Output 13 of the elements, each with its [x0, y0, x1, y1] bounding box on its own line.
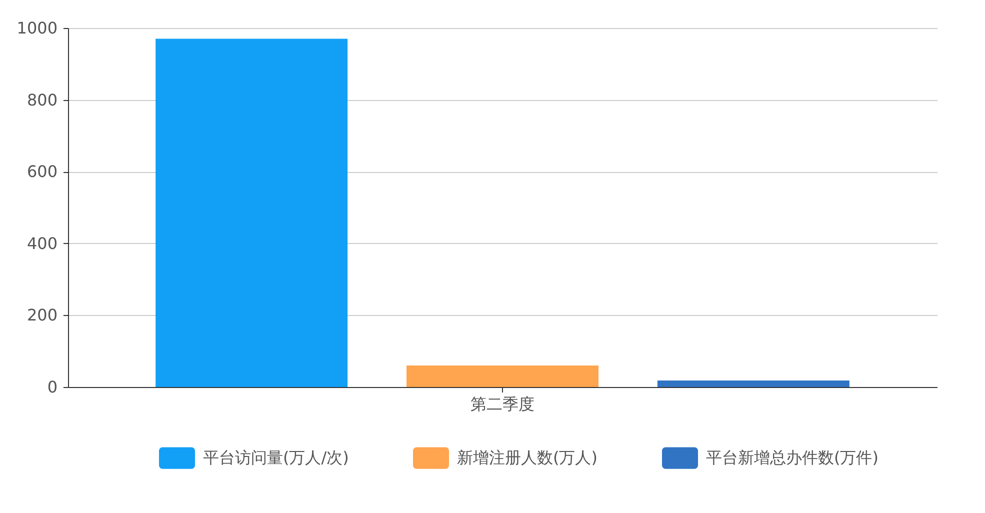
bar: [156, 38, 348, 387]
legend-label: 平台新增总办件数(万件): [706, 448, 878, 468]
legend-label: 新增注册人数(万人): [457, 448, 598, 468]
y-tick-label: 200: [26, 306, 58, 325]
legend-label: 平台访问量(万人/次): [203, 448, 349, 468]
bar: [657, 380, 850, 387]
y-tick-label: 0: [47, 378, 58, 396]
x-tick-label: 第二季度: [470, 394, 534, 414]
y-tick-label: 600: [26, 162, 58, 182]
y-tick-label: 400: [26, 234, 58, 253]
bar: [406, 365, 598, 387]
y-tick-label: 1000: [16, 18, 58, 38]
y-tick-label: 800: [26, 90, 58, 110]
